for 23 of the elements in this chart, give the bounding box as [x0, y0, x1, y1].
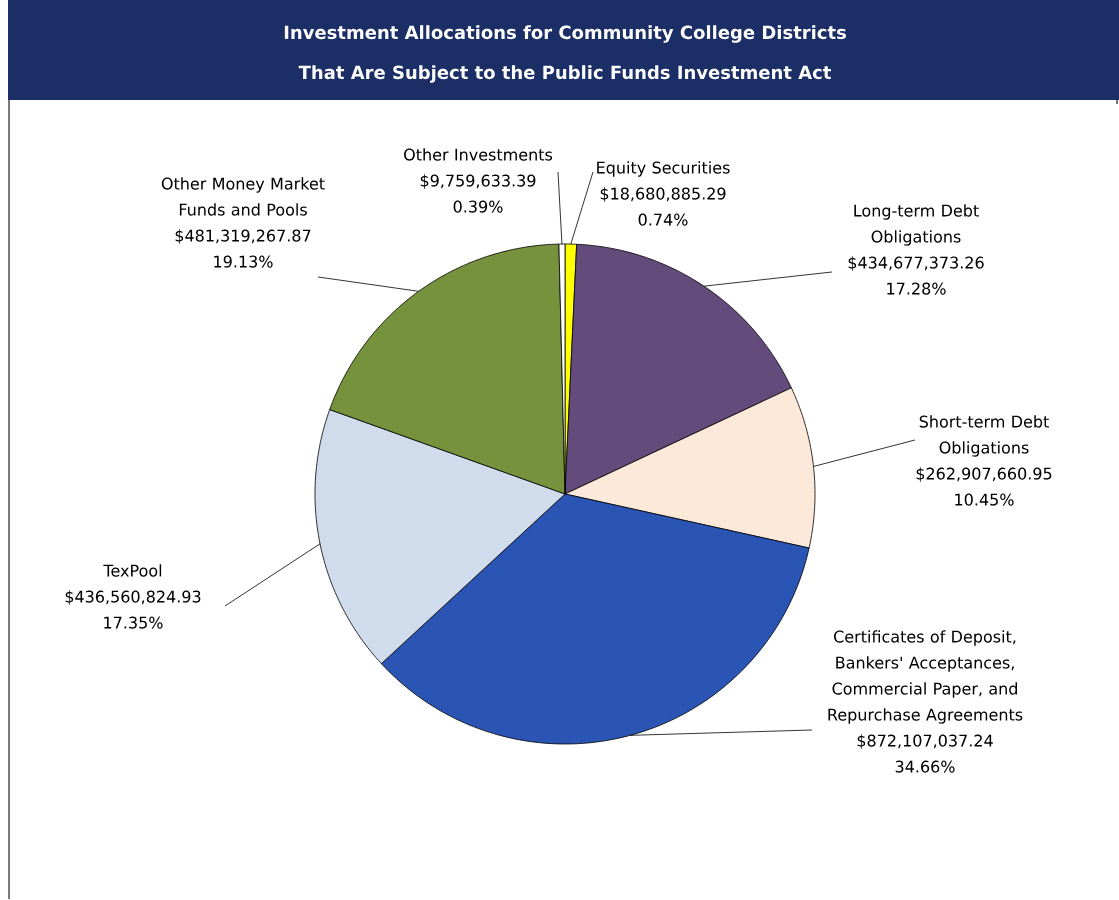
data-label: $9,759,633.39: [420, 174, 536, 189]
data-label: $436,560,824.93: [65, 590, 201, 605]
text: 10.45%: [955, 493, 1014, 506]
data-label: $481,319,267.87: [175, 229, 311, 244]
slice-label: Certificates of Deposit, Bankers' Acceptances, Commercial Paper, and Repurchase Agreements: [828, 630, 1023, 724]
chart-subtitle: That Are Subject to the Public Funds Investment Act: [298, 65, 831, 84]
data-label: $262,907,660.95: [916, 467, 1052, 482]
slice-label: Short-term Debt Obligations: [919, 415, 1049, 457]
text: 17.28%: [887, 282, 946, 295]
chart-title: Investment Allocations for Community College Districts: [284, 25, 846, 44]
text: 34.66%: [895, 760, 955, 773]
text: 0.39%: [453, 200, 503, 213]
slice-label: Equity Securities: [597, 161, 730, 177]
slice-label: Other Money Market Funds and Pools: [161, 177, 325, 216]
slice-label: Other Investments: [404, 148, 553, 161]
slice-label: TexPool: [103, 564, 162, 577]
data-label: $434,677,373.26: [848, 256, 984, 271]
text: 19.13%: [214, 255, 273, 268]
slice-label: Long-term Debt Obligations: [854, 204, 979, 246]
data-label: $872,107,037.24: [857, 734, 993, 749]
data-label: $18,680,885.29: [600, 187, 726, 202]
text: 0.74%: [638, 213, 688, 226]
text: 17.35%: [104, 616, 163, 629]
